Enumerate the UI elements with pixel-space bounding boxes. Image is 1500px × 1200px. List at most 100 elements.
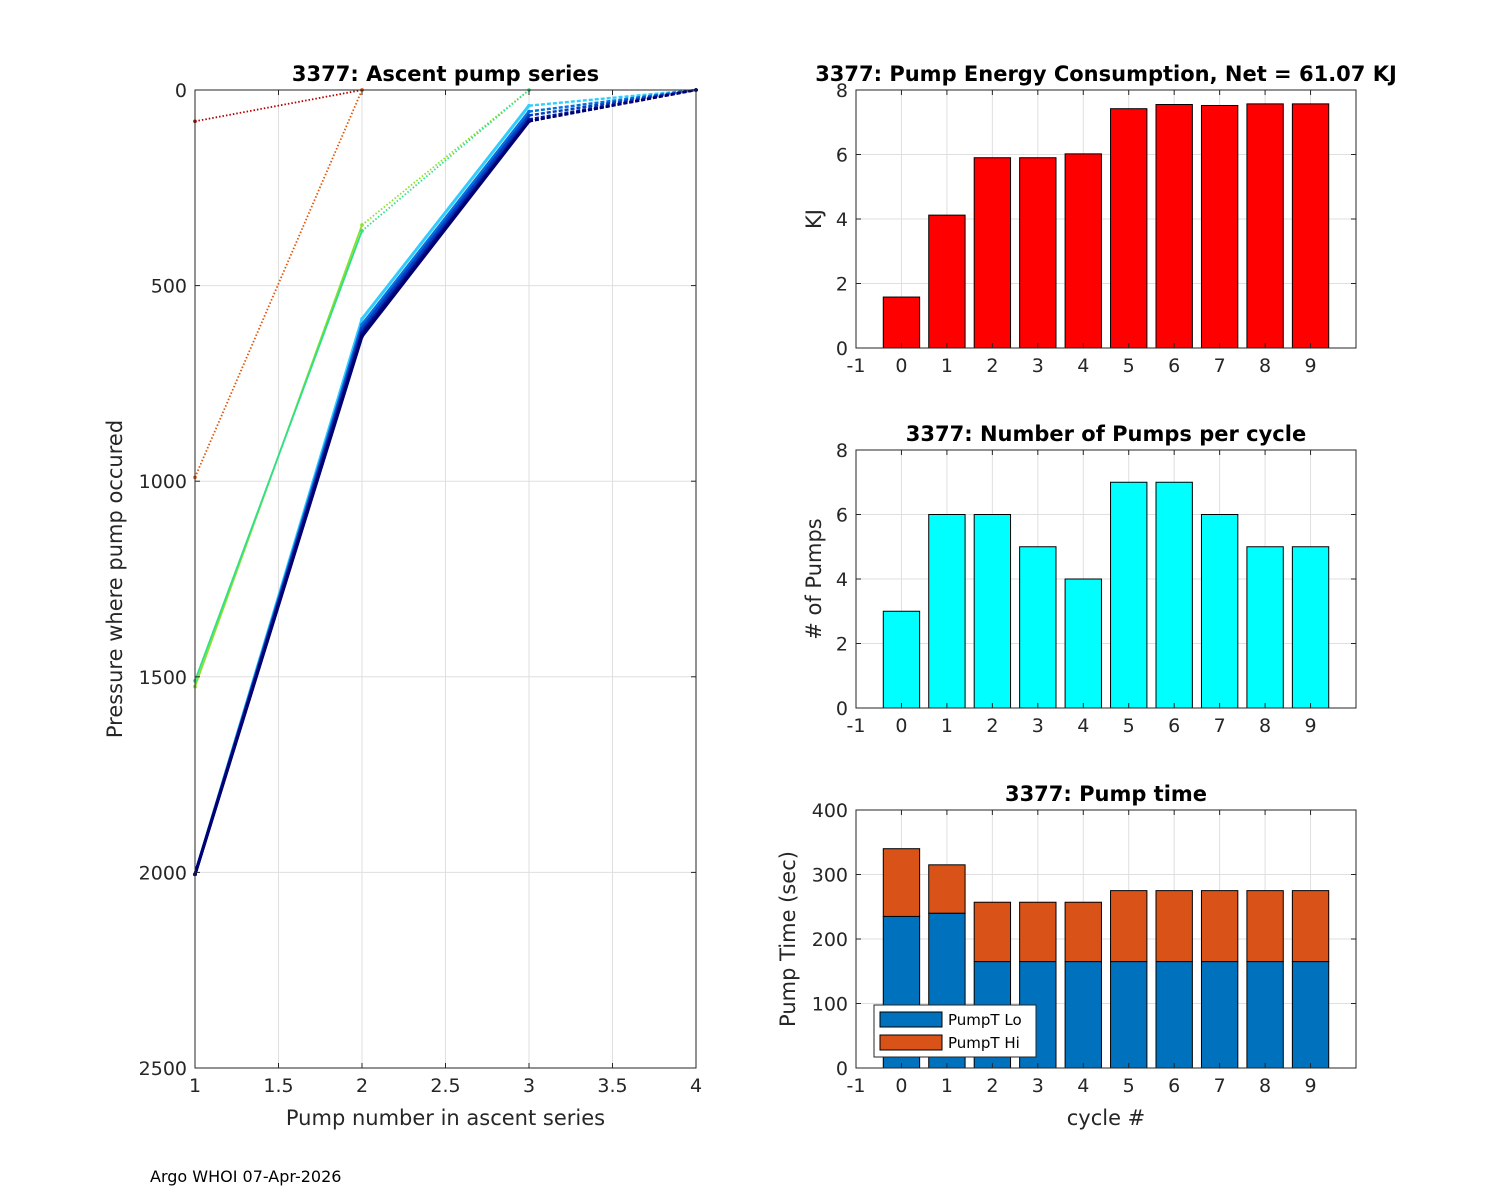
y-tick-label: 100 xyxy=(812,994,848,1016)
x-tick-label: 2 xyxy=(986,715,998,737)
legend-label: PumpT Lo xyxy=(948,1011,1022,1029)
bar xyxy=(1110,481,1148,709)
x-tick-label: 8 xyxy=(1259,1075,1271,1097)
x-axis-label: Pump number in ascent series xyxy=(286,1106,605,1130)
data-point xyxy=(360,223,364,227)
bar-pumpt-lo xyxy=(1064,961,1102,1069)
bar-pumpt-hi xyxy=(928,864,966,914)
y-tick-label: 0 xyxy=(836,698,848,720)
x-tick-label: -1 xyxy=(847,1075,866,1097)
y-tick-label: 0 xyxy=(175,80,187,102)
x-tick-label: 2.5 xyxy=(430,1075,460,1097)
x-tick-label: 7 xyxy=(1214,715,1226,737)
y-tick-label: 4 xyxy=(836,569,848,591)
y-axis-label: KJ xyxy=(802,209,826,229)
x-tick-label: 1 xyxy=(941,1075,953,1097)
x-tick-label: 4 xyxy=(1077,715,1089,737)
bar-pumpt-hi xyxy=(1246,890,1284,963)
x-tick-label: 4 xyxy=(1077,355,1089,377)
y-tick-label: 0 xyxy=(836,338,848,360)
y-tick-label: 500 xyxy=(151,276,187,298)
y-tick-label: 6 xyxy=(836,145,848,167)
ascent-pump-series-plot: 1 1.5 2 2.5 3 3.5 4 0 500 1000 1500 2000 2500 3377: A… xyxy=(103,62,702,1130)
y-axis-label: Pressure where pump occured xyxy=(103,420,127,738)
y-tick-label: 2000 xyxy=(139,862,187,884)
bar xyxy=(973,514,1012,709)
bar-pumpt-hi xyxy=(1155,890,1193,963)
x-tick-label: 3 xyxy=(1032,355,1044,377)
x-tick-label: 3 xyxy=(523,1075,535,1097)
x-tick-label: 5 xyxy=(1123,355,1135,377)
chart-title: 3377: Pump time xyxy=(1005,782,1207,806)
bar xyxy=(1110,108,1148,349)
chart-title: 3377: Pump Energy Consumption, Net = 61.… xyxy=(815,62,1397,86)
x-tick-label: 6 xyxy=(1168,355,1180,377)
legend-swatch xyxy=(879,1034,943,1051)
series-line-cycle-0 xyxy=(194,89,363,123)
bar-pumpt-hi xyxy=(882,848,921,917)
bar xyxy=(1291,103,1330,349)
series-line-cycle-1 xyxy=(194,89,363,478)
bar xyxy=(1019,546,1057,709)
data-point xyxy=(527,113,531,118)
chart-title: 3377: Ascent pump series xyxy=(292,62,599,86)
x-tick-label: 2 xyxy=(986,355,998,377)
bar xyxy=(882,296,921,349)
axes-box xyxy=(855,449,1357,709)
series-line-tail-cycle-3 xyxy=(361,89,530,232)
y-tick-label: 300 xyxy=(812,865,848,887)
y-tick-label: 0 xyxy=(836,1058,848,1080)
x-tick-label: 3 xyxy=(1032,1075,1044,1097)
series-line-tail-cycle-9 xyxy=(528,88,697,123)
x-tick-label: 8 xyxy=(1259,715,1271,737)
y-tick-label: 2 xyxy=(836,634,848,656)
bar-pumpt-lo xyxy=(1291,961,1330,1069)
x-tick-label: -1 xyxy=(847,715,866,737)
axes-box xyxy=(194,89,697,1069)
x-tick-label: -1 xyxy=(847,355,866,377)
y-tick-label: 400 xyxy=(812,800,848,822)
bar xyxy=(1064,153,1102,349)
y-tick-label: 8 xyxy=(836,440,848,462)
x-tick-label: 9 xyxy=(1304,355,1316,377)
bar xyxy=(1155,104,1193,349)
bar-pumpt-lo xyxy=(1200,961,1239,1069)
series-line-cycle-3 xyxy=(194,230,363,682)
bar xyxy=(1291,546,1330,709)
y-tick-label: 1500 xyxy=(139,667,187,689)
x-tick-label: 4 xyxy=(1077,1075,1089,1097)
y-tick-label: 8 xyxy=(836,80,848,102)
bar-pumpt-lo xyxy=(1246,961,1284,1069)
bar-pumpt-hi xyxy=(1110,890,1148,963)
y-tick-label: 4 xyxy=(836,209,848,231)
x-tick-label: 3 xyxy=(1032,715,1044,737)
data-point xyxy=(527,109,531,114)
x-tick-label: 2 xyxy=(986,1075,998,1097)
bar-pumpt-lo xyxy=(1155,961,1193,1069)
axes-box xyxy=(855,809,1357,1069)
bar-pumpt-hi xyxy=(1291,890,1330,963)
bar-pumpt-lo xyxy=(1110,961,1148,1069)
x-tick-label: 7 xyxy=(1214,355,1226,377)
bar xyxy=(1246,103,1284,349)
x-tick-label: 7 xyxy=(1214,1075,1226,1097)
x-tick-label: 0 xyxy=(895,355,907,377)
data-point xyxy=(527,119,531,124)
axes-box xyxy=(855,89,1357,349)
x-tick-label: 1 xyxy=(941,715,953,737)
x-tick-label: 5 xyxy=(1123,715,1135,737)
bar-pumpt-hi xyxy=(1019,901,1057,963)
bar-pumpt-hi xyxy=(973,901,1012,963)
bar xyxy=(1064,578,1102,709)
data-point xyxy=(527,103,531,108)
x-axis-label: cycle # xyxy=(1067,1106,1146,1130)
y-tick-label: 2 xyxy=(836,274,848,296)
bar xyxy=(1019,157,1057,349)
bar xyxy=(928,214,966,349)
bar xyxy=(1155,481,1193,709)
x-tick-label: 0 xyxy=(895,715,907,737)
legend-swatch xyxy=(879,1011,943,1028)
